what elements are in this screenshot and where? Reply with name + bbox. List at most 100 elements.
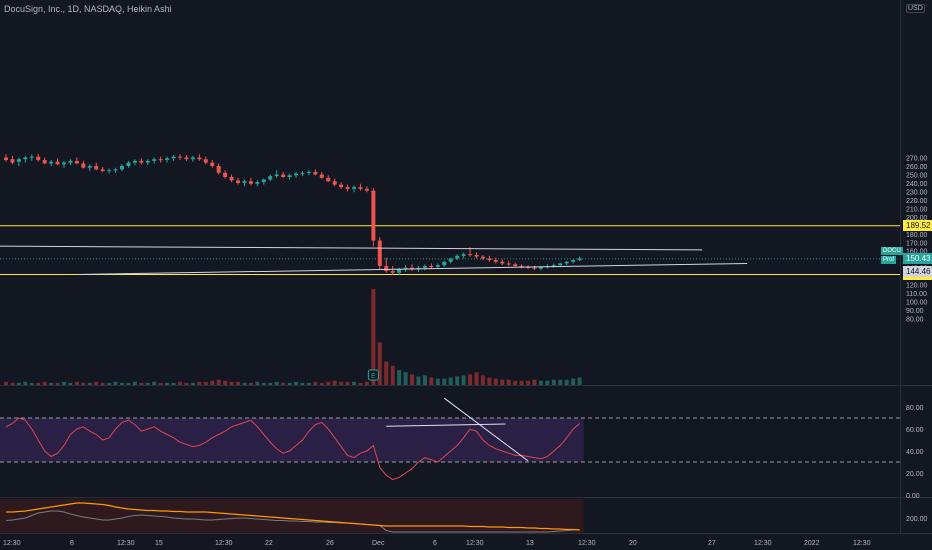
volume-bar — [178, 381, 183, 385]
candle-body — [384, 266, 389, 272]
volume-bar — [210, 380, 215, 385]
candle-body — [268, 176, 273, 180]
volume-bar — [538, 380, 543, 385]
currency-badge[interactable]: USD — [906, 4, 925, 13]
volume-bar — [410, 374, 415, 385]
candle-body — [274, 174, 279, 177]
rsi-axis-label: 60.00 — [906, 427, 924, 434]
volume-bar — [487, 377, 492, 385]
candle-body — [120, 165, 125, 170]
countdown-price-tag: 144.46 — [903, 265, 932, 277]
volume-bar — [281, 382, 286, 385]
volume-bar — [545, 380, 550, 385]
volume-bar — [255, 381, 260, 385]
volume-bar — [242, 382, 247, 385]
volume-bar — [10, 382, 15, 385]
candle-body — [390, 271, 395, 273]
volume-bar — [113, 381, 118, 385]
candle-body — [10, 159, 15, 163]
time-axis-label: Dec — [372, 540, 385, 547]
price-axis-label: 270.00 — [906, 156, 928, 163]
candle-body — [107, 170, 112, 172]
rsi-annotation-line — [443, 397, 529, 462]
candle-body — [152, 159, 157, 161]
last-price-tag: 150.43 — [903, 253, 932, 265]
candle-body — [377, 240, 382, 267]
candle-body — [358, 187, 363, 189]
candle-body — [339, 184, 344, 188]
volume-bar — [468, 374, 473, 385]
candle-body — [364, 188, 369, 191]
volume-bar — [203, 381, 208, 385]
candle-body — [55, 161, 60, 165]
volume-bar — [216, 379, 221, 385]
volume-bar — [319, 382, 324, 385]
rsi-band — [0, 418, 584, 462]
candle-body — [242, 181, 247, 183]
candle-body — [352, 187, 357, 189]
chart-title: DocuSign, Inc., 1D, NASDAQ, Heikin Ashi — [4, 4, 172, 14]
candle-body — [49, 161, 54, 164]
candle-body — [100, 169, 105, 172]
volume-bar — [564, 379, 569, 385]
candle-body — [229, 176, 234, 181]
price-axis-label: 110.00 — [906, 291, 927, 298]
candle-body — [326, 177, 331, 182]
price-axis-label: 160.00 — [906, 249, 928, 256]
volume-bar — [49, 382, 54, 385]
rsi-axis-label: 80.00 — [906, 405, 924, 412]
candle-body — [248, 181, 253, 184]
volume-bar — [229, 381, 234, 385]
volume-bar — [16, 382, 21, 385]
volume-bar — [184, 382, 189, 385]
time-axis-label: 8 — [70, 540, 74, 547]
time-axis-label: 2022 — [804, 540, 820, 547]
candle-body — [564, 261, 569, 264]
candle-body — [480, 256, 485, 259]
candle-body — [171, 156, 176, 159]
volume-bar — [352, 381, 357, 385]
candle-body — [435, 265, 440, 267]
time-axis-label: 6 — [433, 540, 437, 547]
volume-bar — [36, 382, 41, 385]
volume-bar — [364, 381, 369, 385]
volume-bar — [339, 381, 344, 385]
volume-bar — [571, 378, 576, 385]
volume-bar — [62, 381, 67, 385]
prof-tag: Prof — [881, 255, 897, 264]
volume-bar — [493, 378, 498, 385]
volume-bar — [190, 382, 195, 385]
volume-bar — [474, 372, 479, 385]
candle-body — [571, 260, 576, 262]
volume-bar — [223, 380, 228, 385]
candle-body — [132, 160, 137, 163]
volume-bar — [68, 382, 73, 385]
volume-bar — [81, 382, 86, 385]
volume-bar — [120, 382, 125, 385]
trendline — [76, 262, 748, 275]
candle-body — [493, 260, 498, 262]
volume-bar — [261, 382, 266, 385]
price-axis-label: 250.00 — [906, 172, 928, 179]
volume-bar — [287, 382, 292, 385]
price-axis-label: 100.00 — [906, 300, 928, 307]
volume-bar — [558, 379, 563, 385]
volume-bar — [268, 382, 273, 385]
volume-bar — [480, 375, 485, 385]
candle-body — [62, 162, 67, 165]
volume-bar — [506, 379, 511, 385]
candle-body — [294, 173, 299, 176]
candle-body — [461, 254, 466, 256]
time-axis-label: 20 — [629, 540, 637, 547]
volume-bar — [313, 381, 318, 385]
time-axis-label: 12:30 — [117, 540, 135, 547]
time-axis-label: 22 — [265, 540, 273, 547]
candle-body — [139, 160, 144, 163]
price-axis-label: 180.00 — [906, 232, 928, 239]
candle-body — [74, 160, 79, 164]
volume-bar — [513, 380, 518, 385]
candle-body — [4, 157, 8, 161]
price-axis-label: 220.00 — [906, 198, 928, 205]
candle-body — [158, 159, 163, 161]
level-price-tag: 189.52 — [903, 220, 932, 232]
